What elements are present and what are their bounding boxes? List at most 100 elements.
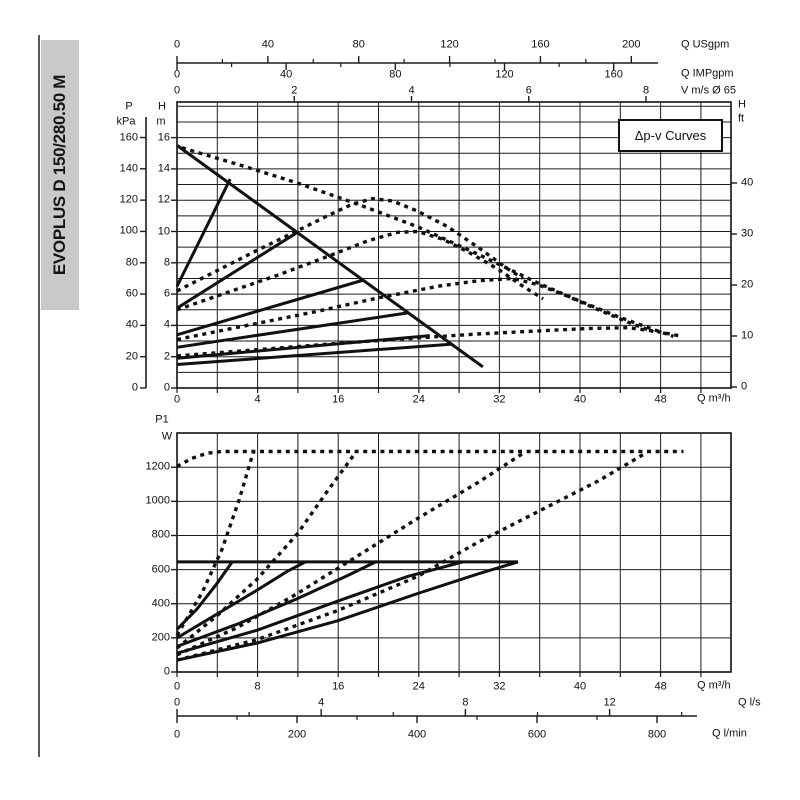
- ls-tick-label: 12: [603, 696, 616, 709]
- kpa-tick-label: 0: [131, 381, 138, 394]
- hft-tick-label: 0: [741, 380, 748, 393]
- usgpm-tick-label: 80: [352, 38, 365, 51]
- unit-w: W: [161, 430, 173, 443]
- rise-line-2: [176, 278, 365, 337]
- rise-line-4: [176, 334, 430, 360]
- impgpm-tick-label: 160: [604, 68, 623, 81]
- unit-h-ft-1: H: [738, 98, 746, 111]
- impgpm-tick-label: 120: [495, 68, 514, 81]
- usgpm-tick-label: 200: [622, 38, 641, 51]
- hm-tick-label: 0: [163, 381, 170, 394]
- dotted-power-2: [175, 451, 357, 650]
- unit-q-m3h-top: Q m³/h: [697, 392, 731, 405]
- ls-tick-label: 4: [318, 696, 325, 709]
- plot-border: [176, 432, 732, 673]
- m3h-bottom-tick-label: 24: [412, 680, 425, 693]
- dotted-power-4: [176, 451, 648, 662]
- lmin-tick-label: 0: [173, 728, 181, 741]
- lmin-tick-label: 600: [527, 728, 547, 741]
- m3h-top-tick-label: 16: [332, 393, 345, 406]
- impgpm-tick-label: 80: [389, 68, 402, 81]
- unit-m: m: [156, 115, 166, 128]
- m3h-top-tick-label: 0: [173, 393, 181, 406]
- max-head-line: [176, 144, 484, 369]
- vms-tick-label: 0: [173, 84, 181, 97]
- impgpm-tick-label: 0: [173, 68, 181, 81]
- steep-boundary: [175, 178, 232, 287]
- dotted-curve-3: [176, 276, 654, 342]
- power-curve-5: [176, 560, 519, 662]
- lmin-tick-label: 800: [647, 728, 667, 741]
- m3h-bottom-tick-label: 48: [654, 680, 667, 693]
- vms-tick-label: 2: [291, 84, 298, 97]
- unit-q-impgpm: Q IMPgpm: [681, 67, 734, 80]
- plot-border: [176, 101, 732, 389]
- m3h-top-tick-label: 4: [254, 393, 261, 406]
- unit-q-lmin: Q l/min: [712, 727, 747, 740]
- m3h-bottom-tick-label: 0: [173, 680, 181, 693]
- usgpm-tick-label: 160: [531, 38, 550, 51]
- rise-line-3: [176, 311, 408, 349]
- dpv-curves-box: Δp-v Curves: [618, 119, 723, 152]
- dotted-curve-1: [176, 196, 524, 293]
- vms-tick-label: 6: [525, 84, 532, 97]
- kpa-tick-label: 60: [125, 287, 138, 300]
- w-tick-label: 200: [151, 631, 170, 644]
- hm-tick-label: 16: [157, 131, 170, 144]
- impgpm-tick-label: 40: [280, 68, 293, 81]
- kpa-tick-label: 120: [119, 193, 138, 206]
- unit-v-ms: V m/s Ø 65: [681, 84, 737, 97]
- rise-line-1: [176, 231, 299, 310]
- unit-q-ls: Q l/s: [738, 696, 761, 709]
- w-tick-label: 1200: [145, 460, 170, 473]
- kpa-tick-label: 140: [119, 162, 138, 175]
- dotted-power-max: [176, 449, 684, 468]
- hm-tick-label: 6: [163, 287, 170, 300]
- unit-h: H: [158, 100, 166, 113]
- dpv-curves-label: Δp-v Curves: [634, 128, 707, 143]
- unit-p1: P1: [155, 413, 169, 426]
- hft-tick-label: 40: [741, 176, 754, 189]
- usgpm-tick-label: 0: [173, 38, 181, 51]
- power-curve-2: [176, 560, 307, 640]
- hft-tick-label: 10: [741, 329, 754, 342]
- hft-tick-label: 20: [741, 278, 754, 291]
- hm-tick-label: 4: [163, 318, 170, 331]
- kpa-tick-label: 40: [125, 318, 138, 331]
- m3h-top-tick-label: 48: [654, 393, 667, 406]
- m3h-bottom-tick-label: 16: [332, 680, 345, 693]
- dotted-power-3: [176, 451, 525, 657]
- hm-tick-label: 8: [163, 256, 170, 269]
- dotted-power-1: [175, 452, 255, 637]
- unit-p: P: [125, 100, 133, 113]
- w-tick-label: 800: [151, 528, 170, 541]
- m3h-top-tick-label: 24: [412, 393, 425, 406]
- kpa-tick-label: 80: [125, 256, 138, 269]
- vms-tick-label: 4: [408, 84, 415, 97]
- w-tick-label: 0: [163, 665, 170, 678]
- usgpm-tick-label: 120: [440, 38, 459, 51]
- left-rule: [38, 35, 40, 757]
- vms-tick-label: 8: [642, 84, 650, 97]
- m3h-bottom-tick-label: 8: [254, 680, 261, 693]
- ls-tick-label: 8: [462, 696, 469, 709]
- m3h-top-tick-label: 32: [493, 393, 506, 406]
- rise-line-5: [176, 342, 451, 366]
- usgpm-tick-label: 40: [261, 38, 274, 51]
- kpa-tick-label: 160: [119, 131, 138, 143]
- hm-tick-label: 12: [157, 193, 170, 206]
- w-tick-label: 400: [151, 597, 170, 610]
- lmin-tick-label: 400: [407, 728, 427, 741]
- unit-q-m3h-bottom: Q m³/h: [697, 679, 731, 692]
- unit-kpa: kPa: [116, 115, 136, 128]
- kpa-tick-label: 20: [125, 350, 138, 363]
- model-badge: EVOPLUS D 150/280.50 M: [41, 40, 79, 310]
- power-curve-4: [176, 560, 464, 655]
- dotted-curve-2: [176, 229, 544, 312]
- dotted-max-curve: [181, 146, 675, 339]
- hft-tick-label: 30: [741, 227, 754, 240]
- w-tick-label: 1000: [145, 494, 170, 507]
- kpa-tick-label: 100: [119, 224, 138, 237]
